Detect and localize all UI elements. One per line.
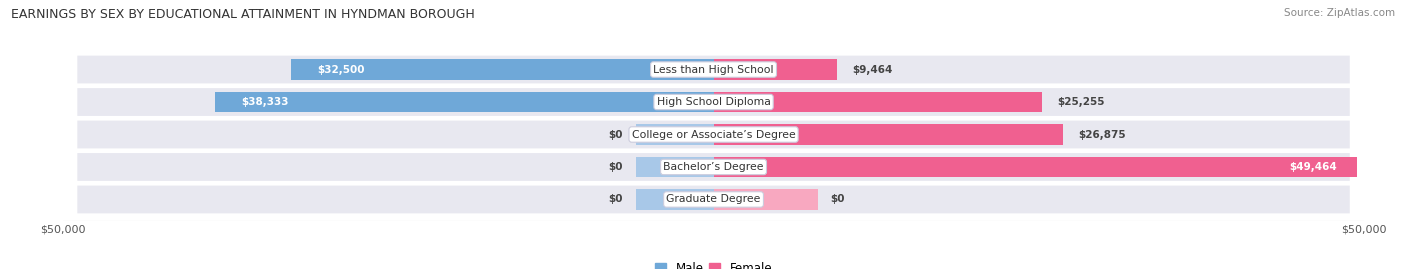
- Bar: [215, 92, 713, 112]
- Text: EARNINGS BY SEX BY EDUCATIONAL ATTAINMENT IN HYNDMAN BOROUGH: EARNINGS BY SEX BY EDUCATIONAL ATTAINMEN…: [11, 8, 475, 21]
- Text: $0: $0: [607, 129, 623, 140]
- Bar: [713, 125, 1063, 144]
- Bar: [713, 59, 837, 80]
- FancyBboxPatch shape: [76, 152, 1351, 182]
- Bar: [291, 59, 713, 80]
- FancyBboxPatch shape: [76, 185, 1351, 214]
- Bar: [636, 125, 713, 144]
- Bar: [713, 189, 818, 210]
- Text: Graduate Degree: Graduate Degree: [666, 194, 761, 204]
- Text: High School Diploma: High School Diploma: [657, 97, 770, 107]
- Text: $38,333: $38,333: [240, 97, 288, 107]
- Text: $0: $0: [831, 194, 845, 204]
- Text: College or Associate’s Degree: College or Associate’s Degree: [631, 129, 796, 140]
- Text: $32,500: $32,500: [316, 65, 364, 75]
- Text: Source: ZipAtlas.com: Source: ZipAtlas.com: [1284, 8, 1395, 18]
- Text: $25,255: $25,255: [1057, 97, 1105, 107]
- Bar: [713, 157, 1357, 177]
- Text: $0: $0: [607, 162, 623, 172]
- FancyBboxPatch shape: [76, 55, 1351, 84]
- Bar: [636, 157, 713, 177]
- FancyBboxPatch shape: [76, 119, 1351, 150]
- Bar: [636, 189, 713, 210]
- Text: $26,875: $26,875: [1078, 129, 1126, 140]
- Text: $9,464: $9,464: [852, 65, 893, 75]
- Legend: Male, Female: Male, Female: [650, 258, 778, 269]
- Text: $49,464: $49,464: [1289, 162, 1337, 172]
- Text: $0: $0: [607, 194, 623, 204]
- FancyBboxPatch shape: [76, 87, 1351, 117]
- Bar: [713, 92, 1042, 112]
- Text: Less than High School: Less than High School: [654, 65, 773, 75]
- Text: Bachelor’s Degree: Bachelor’s Degree: [664, 162, 763, 172]
